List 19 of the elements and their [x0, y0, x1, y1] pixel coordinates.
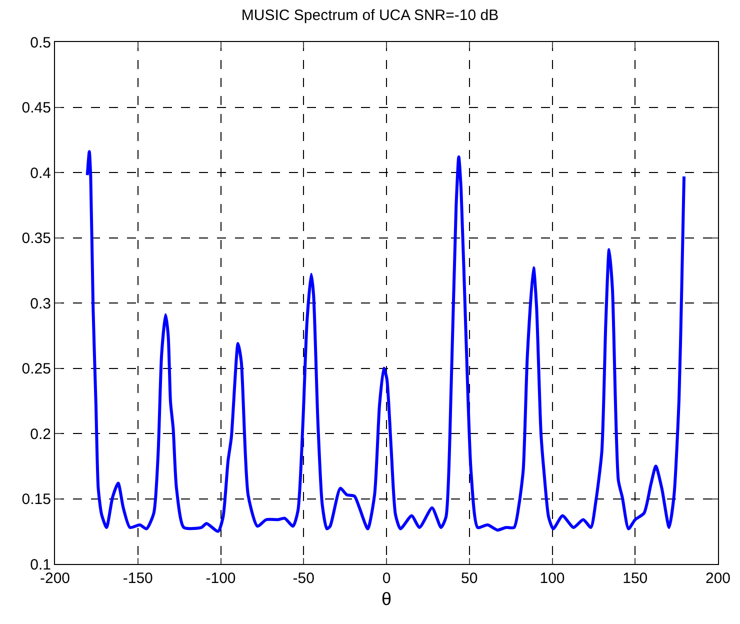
y-tick-label: 0.3 [30, 295, 51, 312]
y-tick-label: 0.45 [22, 100, 51, 116]
y-tick-label: 0.5 [30, 34, 51, 52]
x-tick-label: -50 [292, 570, 314, 587]
y-tick-label: 0.15 [22, 491, 51, 508]
x-tick-label: -150 [122, 570, 153, 587]
y-tick-label: 0.35 [22, 230, 51, 247]
y-tick-label: 0.25 [22, 360, 51, 378]
x-tick-label: 200 [705, 570, 731, 587]
y-tick-label: 0.4 [30, 164, 51, 182]
x-tick-label: -100 [206, 570, 236, 587]
x-tick-label: 0 [382, 570, 391, 587]
x-tick-label: 100 [540, 570, 565, 587]
y-tick-label: 0.2 [30, 426, 51, 443]
chart-title: MUSIC Spectrum of UCA SNR=-10 dB [241, 6, 499, 24]
x-tick-label: 50 [461, 570, 478, 587]
line-series [86, 150, 686, 533]
x-axis-title: θ [381, 589, 392, 610]
x-tick-label: 150 [622, 570, 648, 587]
